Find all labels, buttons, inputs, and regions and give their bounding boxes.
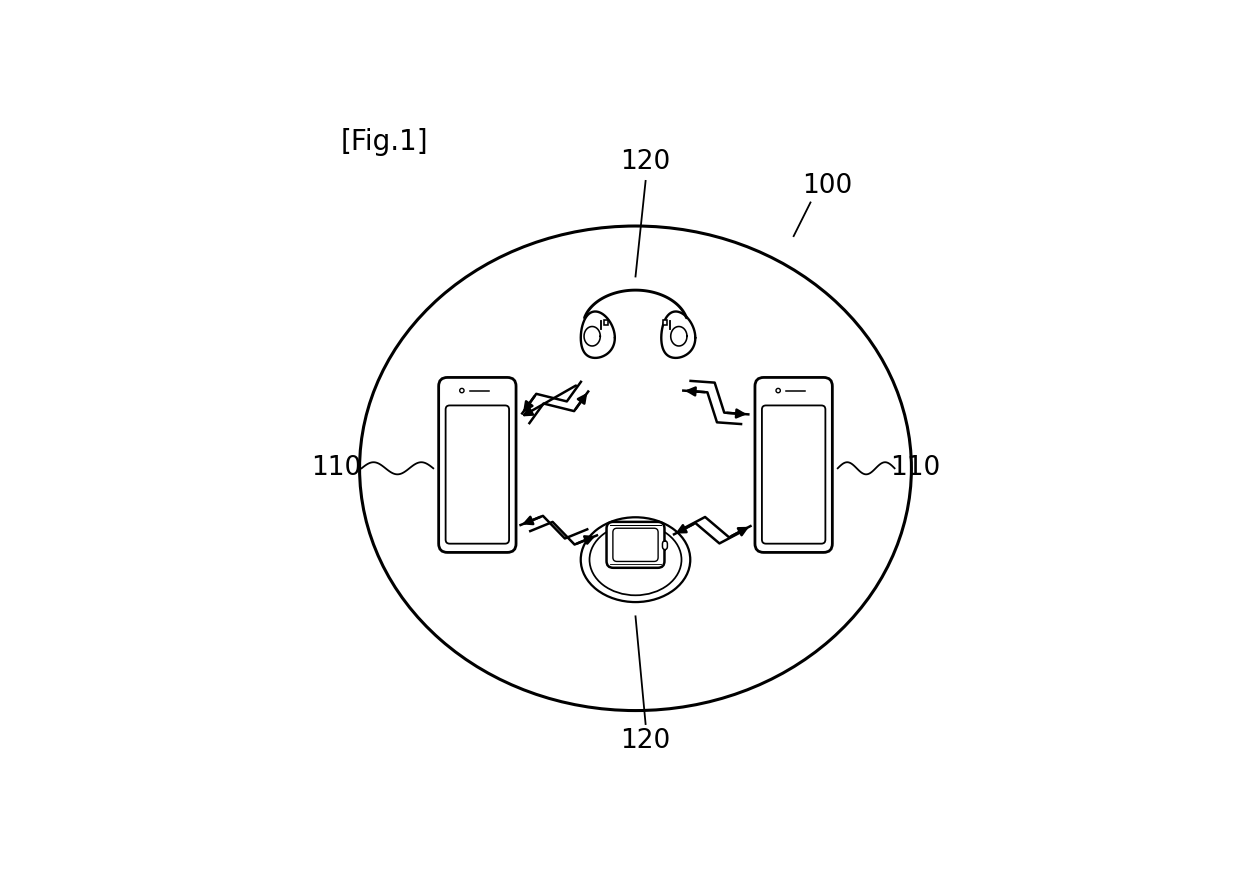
FancyBboxPatch shape [662, 541, 667, 550]
FancyBboxPatch shape [606, 522, 665, 568]
FancyBboxPatch shape [755, 378, 832, 552]
FancyBboxPatch shape [439, 378, 516, 552]
Text: 110: 110 [311, 455, 361, 482]
FancyBboxPatch shape [761, 406, 826, 544]
Text: [Fig.1]: [Fig.1] [341, 128, 428, 156]
Text: 100: 100 [802, 173, 852, 198]
Text: 120: 120 [620, 728, 671, 754]
Text: 120: 120 [620, 149, 671, 175]
FancyBboxPatch shape [613, 528, 658, 561]
FancyBboxPatch shape [445, 406, 510, 544]
Bar [662, 320, 667, 325]
Bar [604, 320, 609, 325]
Text: 110: 110 [889, 455, 940, 482]
